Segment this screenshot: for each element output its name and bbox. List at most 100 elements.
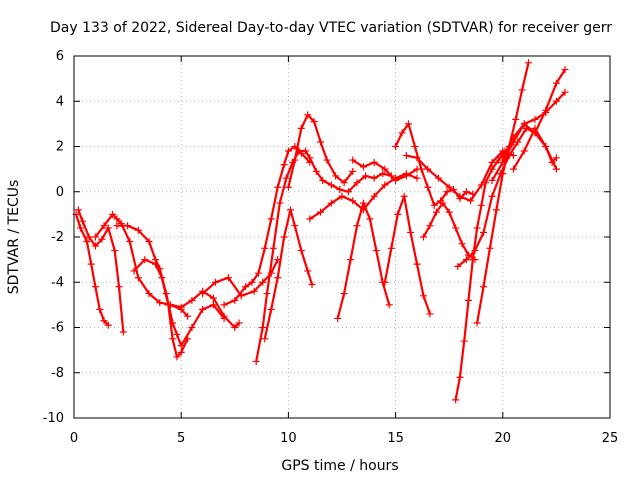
data-point xyxy=(552,97,560,105)
data-point xyxy=(242,283,250,291)
data-point xyxy=(184,335,192,343)
data-point xyxy=(199,305,207,313)
data-point xyxy=(552,154,560,162)
data-point xyxy=(381,278,389,286)
data-point xyxy=(454,262,462,270)
data-point xyxy=(419,292,427,300)
y-tick-label: -6 xyxy=(51,321,64,336)
data-point xyxy=(398,129,406,137)
data-point xyxy=(473,224,481,232)
data-point xyxy=(531,115,539,123)
data-point xyxy=(432,208,440,216)
data-point xyxy=(130,267,138,275)
data-point xyxy=(327,181,335,189)
data-point xyxy=(267,215,275,223)
data-point xyxy=(413,260,421,268)
data-point xyxy=(347,256,355,264)
data-point xyxy=(460,337,468,345)
data-point xyxy=(224,274,232,282)
y-tick-label: 0 xyxy=(56,185,64,200)
x-tick-label: 20 xyxy=(495,431,512,446)
data-point xyxy=(317,138,325,146)
data-point xyxy=(280,161,288,169)
data-point xyxy=(413,174,421,182)
data-point xyxy=(531,124,539,132)
data-point xyxy=(141,256,149,264)
series-line xyxy=(255,149,392,362)
data-point xyxy=(353,179,361,187)
data-point xyxy=(480,228,488,236)
data-point xyxy=(177,348,185,356)
data-point xyxy=(359,199,367,207)
x-tick-label: 0 xyxy=(70,431,78,446)
data-point xyxy=(370,174,378,182)
data-point xyxy=(340,179,348,187)
data-point xyxy=(212,278,220,286)
data-point xyxy=(113,222,121,230)
data-point xyxy=(220,301,228,309)
y-tick-label: 4 xyxy=(56,94,64,109)
data-point xyxy=(284,183,292,191)
data-point xyxy=(119,328,127,336)
data-point xyxy=(209,294,217,302)
series-line xyxy=(383,195,431,315)
data-point xyxy=(353,222,361,230)
data-point xyxy=(430,201,438,209)
x-axis-label: GPS time / hours xyxy=(281,458,398,474)
data-point xyxy=(492,206,500,214)
data-point xyxy=(542,143,550,150)
data-point xyxy=(91,242,99,250)
data-point xyxy=(385,301,393,309)
data-point xyxy=(486,244,494,252)
data-point xyxy=(469,256,477,264)
data-point xyxy=(407,228,415,236)
data-point xyxy=(379,170,387,178)
data-point xyxy=(188,324,196,331)
data-point xyxy=(100,222,108,230)
data-point xyxy=(413,154,421,162)
y-tick-label: 6 xyxy=(56,49,64,64)
data-point xyxy=(79,217,87,225)
data-point xyxy=(488,165,496,173)
grid-lines xyxy=(74,56,610,418)
data-point xyxy=(518,86,526,94)
data-point xyxy=(274,274,282,282)
data-point xyxy=(261,244,269,252)
data-point xyxy=(145,290,153,298)
data-point xyxy=(173,353,181,361)
data-point xyxy=(366,215,374,223)
data-point xyxy=(370,192,378,200)
data-point xyxy=(456,373,464,381)
series-line xyxy=(512,127,558,170)
data-point xyxy=(372,247,380,255)
data-point xyxy=(419,233,427,241)
data-point xyxy=(477,201,485,209)
data-point xyxy=(334,314,342,322)
data-point xyxy=(231,324,239,331)
data-point xyxy=(304,111,312,119)
data-point xyxy=(231,296,239,304)
series-arc-21 xyxy=(473,59,533,327)
data-point xyxy=(340,290,348,298)
data-point xyxy=(344,188,352,196)
data-point xyxy=(308,281,316,289)
data-point xyxy=(362,172,370,180)
data-point xyxy=(336,185,344,193)
data-point xyxy=(424,165,432,173)
data-point xyxy=(76,224,84,232)
data-point xyxy=(267,305,275,313)
data-point xyxy=(323,156,331,164)
series-arc-14 xyxy=(349,156,421,184)
data-point xyxy=(109,210,117,218)
data-point xyxy=(552,165,560,173)
series-line xyxy=(287,113,354,188)
data-point xyxy=(477,181,485,189)
data-point xyxy=(552,79,560,87)
data-point xyxy=(462,256,470,264)
data-point xyxy=(349,197,357,205)
data-point xyxy=(381,181,389,189)
data-point xyxy=(126,238,134,246)
data-point xyxy=(235,319,243,327)
